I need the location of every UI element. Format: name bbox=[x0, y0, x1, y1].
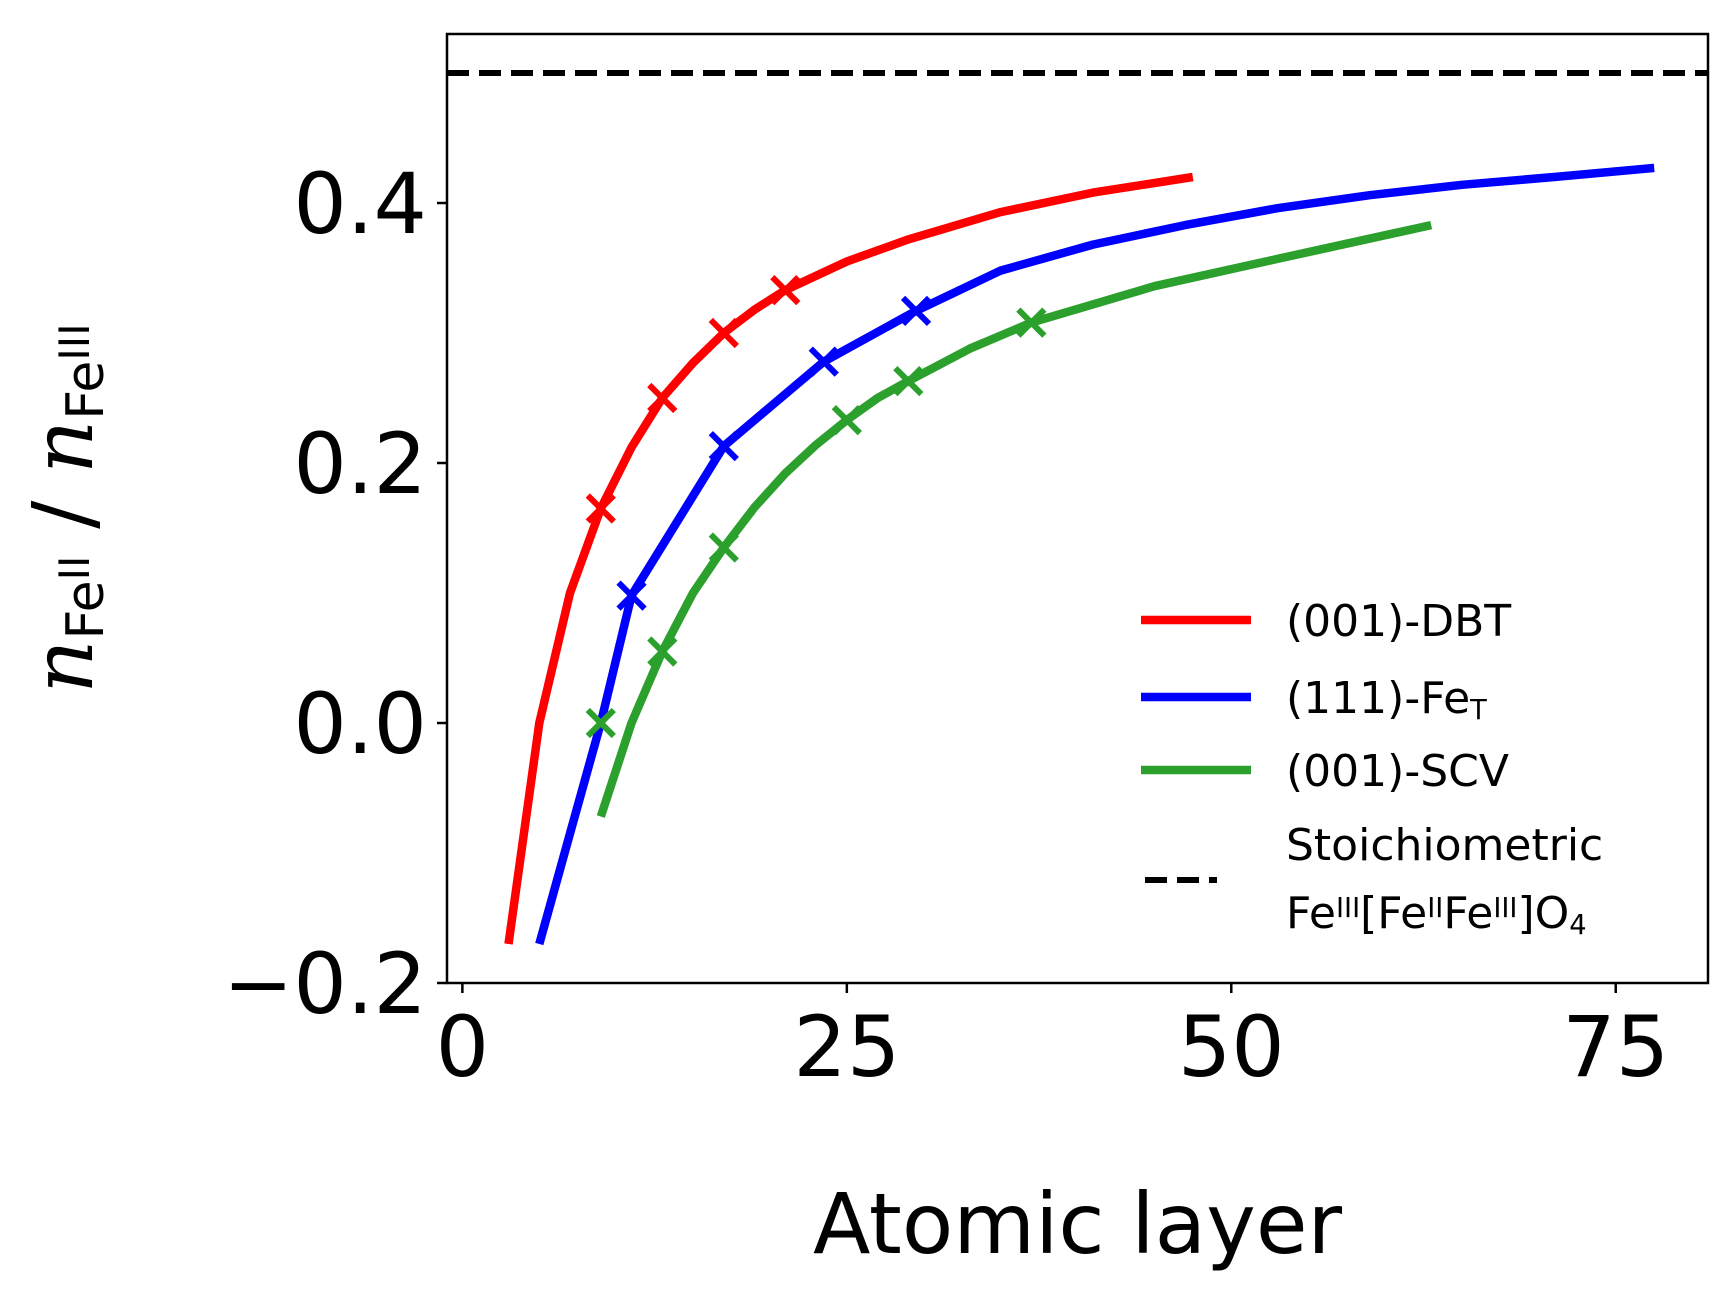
x-tick-label: 50 bbox=[1178, 998, 1285, 1096]
plot-frame bbox=[445, 32, 1710, 985]
series-marker-1 bbox=[616, 580, 647, 611]
series-marker-2 bbox=[585, 707, 616, 739]
series-marker-2 bbox=[1016, 307, 1047, 338]
series-marker-2 bbox=[831, 404, 862, 436]
y-tick-label: −0.2 bbox=[223, 935, 427, 1033]
legend-label-3-line2: FeIII[FeIIFeIII]O4 bbox=[1286, 888, 1587, 941]
legend-label-3: Stoichiometric bbox=[1286, 820, 1603, 871]
series-marker-0 bbox=[770, 274, 801, 306]
legend-label-0: (001)-DBT bbox=[1286, 596, 1511, 647]
y-tick-label: 0.0 bbox=[293, 675, 427, 773]
legend: (001)-DBT (111)-FeT (001)-SCV Stoichiometri… bbox=[1141, 596, 1603, 941]
x-axis-title: Atomic layer bbox=[813, 1175, 1343, 1273]
y-tick-label: 0.4 bbox=[293, 155, 427, 253]
plot-marks bbox=[447, 70, 1708, 946]
series-marker-1 bbox=[708, 430, 739, 462]
series-marker-1 bbox=[900, 295, 932, 327]
y-axis-title: nFeII / nFeIII bbox=[14, 323, 116, 693]
x-tick-label: 75 bbox=[1562, 998, 1669, 1096]
series-marker-2 bbox=[893, 365, 924, 397]
series-line-2 bbox=[596, 220, 1433, 818]
series-marker-0 bbox=[708, 317, 739, 349]
legend-label-1: (111)-FeT bbox=[1286, 673, 1487, 726]
y-tick-label: 0.2 bbox=[293, 415, 427, 513]
series-marker-2 bbox=[708, 532, 739, 563]
axes: 0 25 50 75 −0.2 0.0 0.2 0.4 bbox=[223, 155, 1669, 1096]
legend-label-2: (001)-SCV bbox=[1286, 746, 1509, 797]
x-tick-label: 0 bbox=[436, 998, 489, 1096]
series-marker-0 bbox=[647, 382, 678, 414]
series-marker-0 bbox=[585, 493, 616, 524]
x-tick-label: 25 bbox=[793, 998, 900, 1096]
series-line-1 bbox=[535, 163, 1655, 946]
series-marker-2 bbox=[647, 636, 678, 667]
series-marker-1 bbox=[808, 346, 839, 377]
